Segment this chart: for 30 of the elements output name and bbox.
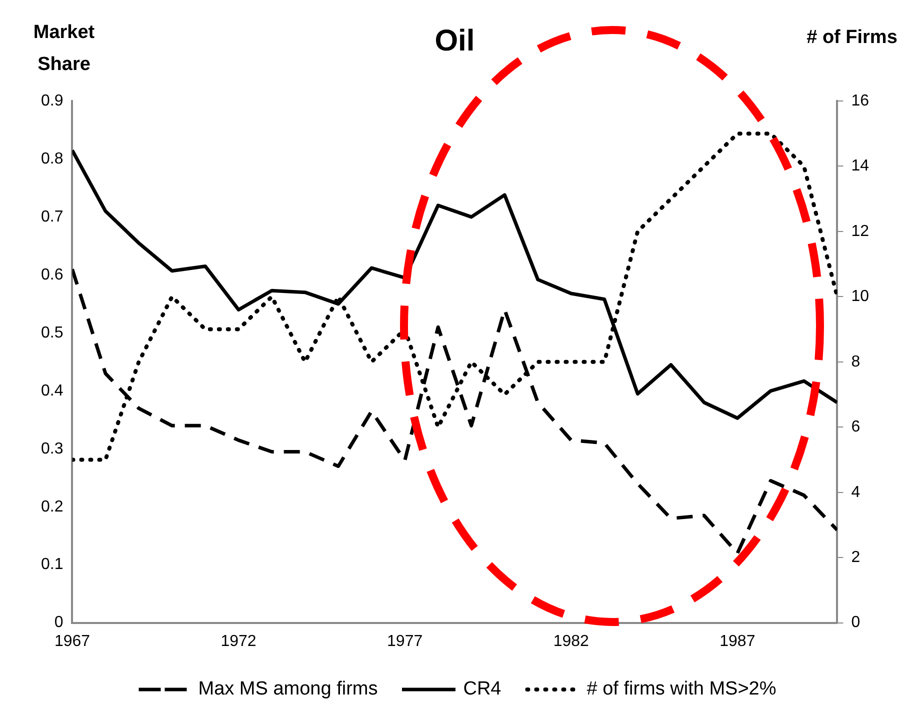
y-tick-label: 0.8 <box>40 150 64 168</box>
chart-title: Oil <box>434 24 475 58</box>
x-tick-label: 1987 <box>720 632 756 650</box>
y-tick-label: 0 <box>54 614 64 632</box>
x-tick-label: 1972 <box>220 632 256 650</box>
x-tick-label: 1967 <box>54 632 90 650</box>
y2-tick-label: 10 <box>851 288 870 306</box>
y-tick-label: 0.9 <box>40 92 64 110</box>
y2-tick-label: 8 <box>851 353 860 370</box>
legend-label: # of firms with MS>2% <box>586 678 776 700</box>
y-tick-label: 0.1 <box>40 556 64 574</box>
legend-label: Max MS among firms <box>198 678 378 700</box>
y2-tick-label: 4 <box>851 484 860 501</box>
y2-axis-title: # of Firms <box>806 27 898 48</box>
y-axis-title: Market Share <box>33 22 96 76</box>
y-tick-label: 0.5 <box>40 324 64 342</box>
y-tick-label: 0.7 <box>40 208 64 226</box>
y2-tick-label: 12 <box>851 222 870 240</box>
y2-tick-label: 14 <box>851 158 870 175</box>
y-tick-label: 0.6 <box>40 266 64 284</box>
y-tick-label: 0.2 <box>40 498 64 516</box>
y2-tick-label: 16 <box>851 92 870 110</box>
y-tick-label: 0.4 <box>40 382 64 400</box>
y2-tick-label: 0 <box>851 614 860 632</box>
legend-label: CR4 <box>463 678 502 700</box>
y-tick-label: 0.3 <box>40 440 64 458</box>
x-tick-label: 1977 <box>387 632 423 650</box>
y2-tick-label: 2 <box>851 548 860 566</box>
y2-tick-label: 6 <box>851 418 860 436</box>
x-tick-label: 1982 <box>553 632 590 650</box>
